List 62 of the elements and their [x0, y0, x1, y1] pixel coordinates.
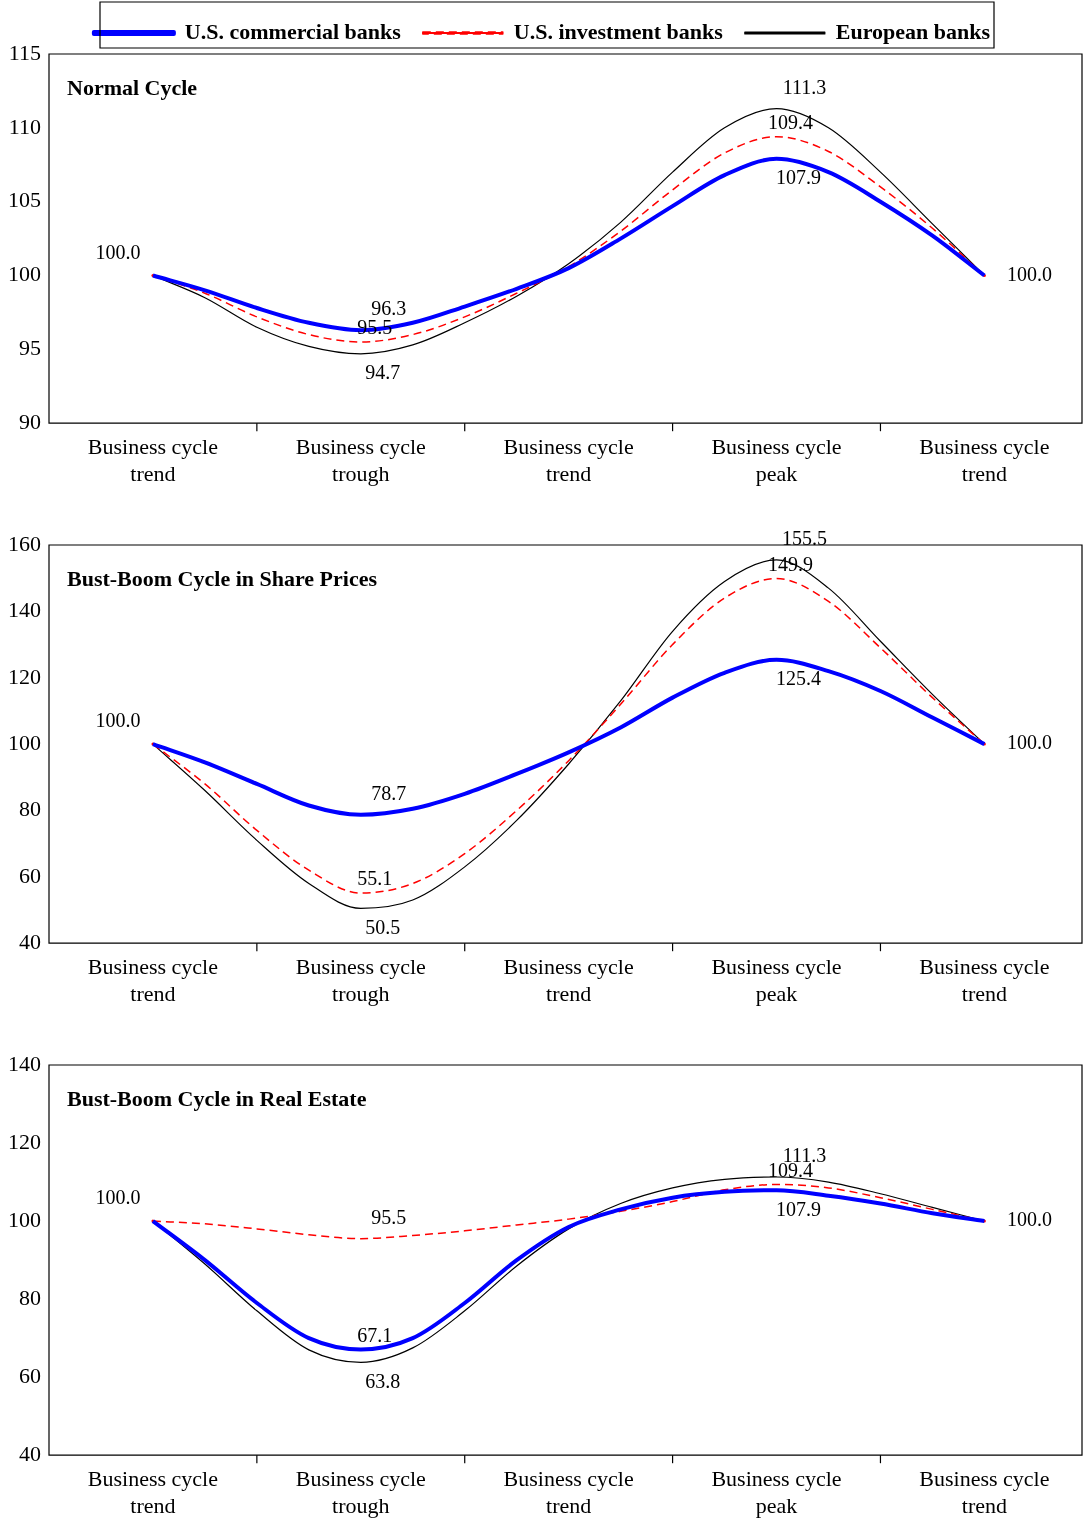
data-label: 63.8 [365, 1369, 401, 1392]
y-tick-label: 140 [8, 1050, 41, 1076]
y-tick-label: 140 [8, 597, 41, 623]
data-label: 107.9 [776, 166, 822, 189]
data-label: 100.0 [1006, 262, 1052, 285]
y-tick-label: 95 [19, 335, 41, 361]
legend-label: U.S. investment banks [513, 18, 724, 44]
y-tick-label: 80 [19, 1284, 41, 1310]
text: Bust-Boom Cycle in Share Prices [67, 565, 378, 591]
y-tick-label: 105 [8, 187, 41, 213]
x-tick-label: Business cycle trend [87, 954, 219, 1006]
y-tick-label: 120 [8, 663, 41, 689]
x-tick-label: Business cycle trough [295, 1466, 426, 1518]
y-tick-label: 60 [19, 1362, 41, 1388]
data-label: 78.7 [371, 782, 407, 805]
data-label: 100.0 [95, 709, 141, 732]
data-label: 111.3 [782, 75, 827, 98]
x-tick-label: Business cycle trend [919, 434, 1050, 486]
x-tick-label: Business cycle trough [295, 954, 426, 1006]
y-tick-label: 40 [19, 928, 41, 954]
legend-label: U.S. commercial banks [184, 18, 402, 44]
data-label: 96.3 [371, 297, 407, 320]
y-tick-label: 80 [19, 796, 41, 822]
y-tick-label: 100 [8, 1206, 41, 1232]
data-label: 109.4 [768, 110, 814, 133]
x-tick-label: Business cycle trend [503, 1466, 634, 1518]
y-tick-label: 100 [8, 729, 41, 755]
x-tick-label: Business cycle trend [503, 954, 634, 1006]
x-tick-label: Business cycle trend [87, 434, 219, 486]
data-label: 100.0 [1006, 1208, 1052, 1231]
y-tick-label: 110 [8, 113, 41, 139]
y-tick-label: 60 [19, 862, 41, 888]
data-label: 50.5 [365, 915, 401, 938]
y-tick-label: 40 [19, 1440, 41, 1466]
data-label: 107.9 [776, 1197, 822, 1220]
y-tick-label: 90 [19, 408, 41, 434]
x-tick-label: Business cycle peak [711, 434, 842, 486]
x-tick-label: Business cycle peak [711, 954, 842, 1006]
data-label: 155.5 [782, 527, 828, 550]
line-series [150, 657, 987, 817]
line-series [150, 156, 987, 333]
y-tick-label: 160 [8, 530, 41, 556]
text: Normal Cycle [67, 74, 198, 100]
text: Bust-Boom Cycle in Real Estate [67, 1085, 367, 1111]
data-label: 95.5 [371, 1205, 407, 1228]
x-tick-label: Business cycle trend [87, 1466, 219, 1518]
y-tick-label: 115 [8, 39, 41, 65]
data-label: 55.1 [357, 867, 393, 890]
data-label: 100.0 [1006, 731, 1052, 754]
x-tick-label: Business cycle trend [503, 434, 634, 486]
data-label: 100.0 [95, 240, 141, 263]
data-label: 125.4 [776, 667, 822, 690]
data-label: 100.0 [95, 1186, 141, 1209]
x-tick-label: Business cycle peak [711, 1466, 842, 1518]
x-tick-label: Business cycle trend [919, 954, 1050, 1006]
x-tick-label: Business cycle trough [295, 434, 426, 486]
y-tick-label: 120 [8, 1128, 41, 1154]
data-label: 94.7 [365, 361, 401, 384]
y-tick-label: 100 [8, 261, 41, 287]
x-tick-label: Business cycle trend [919, 1466, 1050, 1518]
data-label: 67.1 [357, 1323, 393, 1346]
legend-label: European banks [835, 18, 991, 44]
